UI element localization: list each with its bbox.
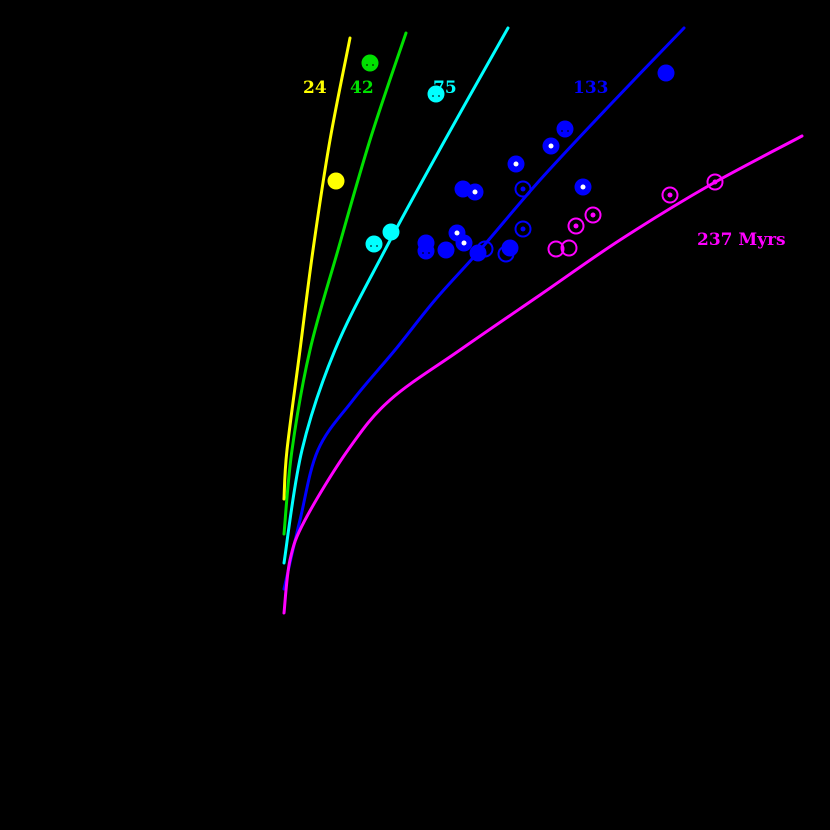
- data-point: [657, 64, 675, 82]
- curve-label-237-myrs: 237 Myrs: [697, 230, 786, 250]
- data-point: [514, 220, 532, 238]
- data-point: [437, 241, 455, 259]
- data-point: [574, 178, 592, 196]
- data-point: [507, 155, 525, 173]
- data-point: [661, 186, 679, 204]
- data-point: [365, 235, 383, 253]
- curve-label-24: 24: [303, 78, 327, 98]
- data-point: [706, 173, 724, 191]
- curve-label-75: 75: [433, 78, 457, 98]
- data-point: [417, 242, 435, 260]
- data-point: [567, 217, 585, 235]
- data-point: [327, 172, 345, 190]
- data-point: [542, 137, 560, 155]
- data-point: [514, 180, 532, 198]
- curve-75: [282, 26, 510, 565]
- curve-label-133: 133: [573, 78, 609, 98]
- data-point: [427, 85, 445, 103]
- data-point: [469, 244, 487, 262]
- curve-label-42: 42: [350, 78, 374, 98]
- curve-42: [282, 31, 408, 536]
- data-point: [466, 183, 484, 201]
- data-point: [584, 206, 602, 224]
- curve-24: [282, 36, 352, 501]
- data-point: [361, 54, 379, 72]
- data-point: [560, 239, 578, 257]
- data-point: [382, 223, 400, 241]
- isochrone-curves: [282, 26, 804, 615]
- data-point: [497, 245, 515, 263]
- curve-133: [282, 26, 686, 591]
- data-point: [455, 234, 473, 252]
- data-points: [327, 54, 724, 263]
- data-point: [556, 120, 574, 138]
- curve-237-myrs: [282, 134, 804, 615]
- data-point: [547, 240, 565, 258]
